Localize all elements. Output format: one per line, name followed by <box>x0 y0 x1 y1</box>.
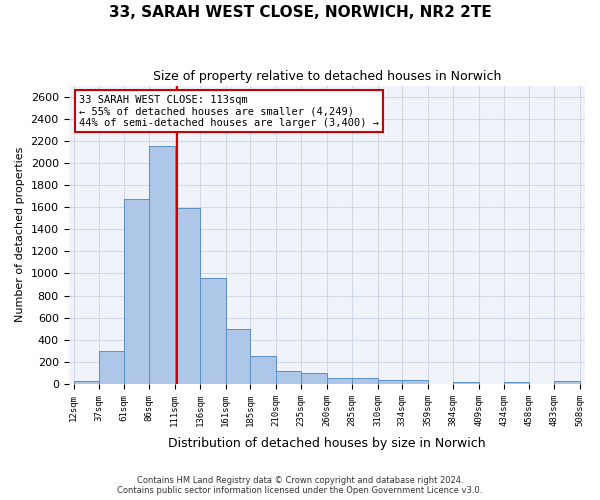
Bar <box>505 382 529 384</box>
Bar <box>99 351 124 384</box>
Text: Contains HM Land Registry data © Crown copyright and database right 2024.
Contai: Contains HM Land Registry data © Crown c… <box>118 476 482 495</box>
Text: 33, SARAH WEST CLOSE, NORWICH, NR2 2TE: 33, SARAH WEST CLOSE, NORWICH, NR2 2TE <box>109 5 491 20</box>
Bar <box>352 378 378 384</box>
Bar <box>402 380 428 384</box>
Bar <box>175 208 200 384</box>
Bar <box>378 380 402 384</box>
Bar <box>276 370 301 384</box>
Bar <box>124 200 149 384</box>
Y-axis label: Number of detached properties: Number of detached properties <box>15 147 25 322</box>
Bar <box>74 381 99 384</box>
Bar <box>554 381 580 384</box>
Bar <box>301 373 327 384</box>
Text: 33 SARAH WEST CLOSE: 113sqm
← 55% of detached houses are smaller (4,249)
44% of : 33 SARAH WEST CLOSE: 113sqm ← 55% of det… <box>79 94 379 128</box>
Bar <box>454 382 479 384</box>
Bar <box>149 146 175 384</box>
Bar <box>250 356 276 384</box>
Title: Size of property relative to detached houses in Norwich: Size of property relative to detached ho… <box>152 70 501 83</box>
Bar <box>226 328 250 384</box>
Bar <box>327 378 352 384</box>
X-axis label: Distribution of detached houses by size in Norwich: Distribution of detached houses by size … <box>168 437 485 450</box>
Bar <box>200 278 226 384</box>
